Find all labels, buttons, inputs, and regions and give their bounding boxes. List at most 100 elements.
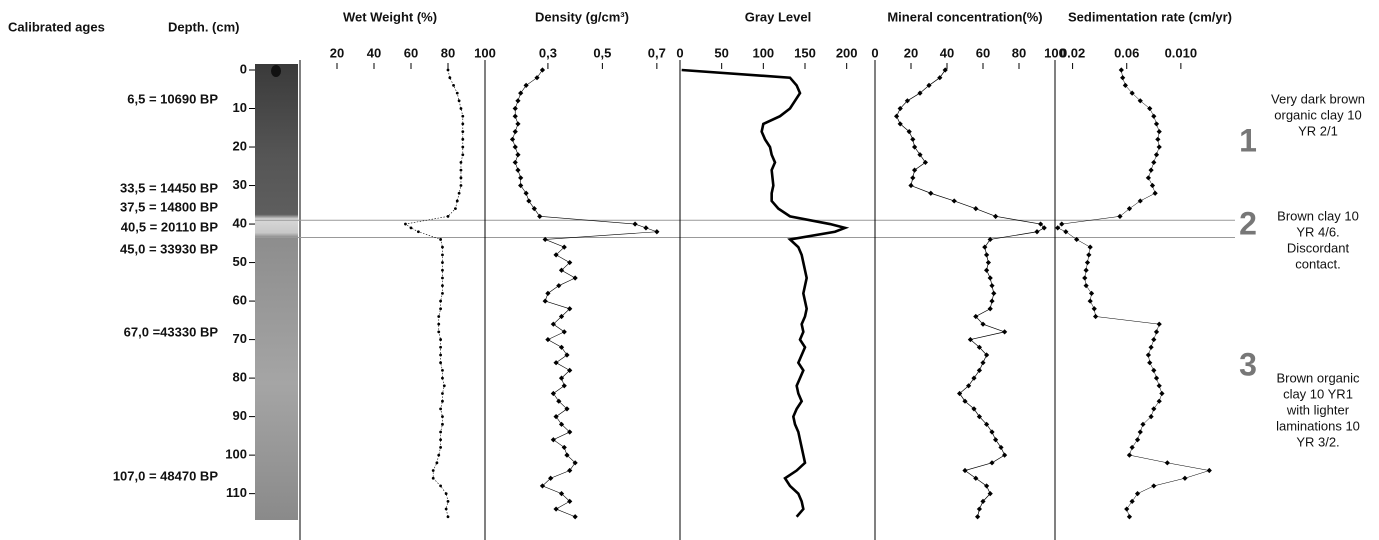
- data-point: [1082, 275, 1088, 281]
- data-point: [1156, 129, 1162, 135]
- data-point: [1153, 375, 1160, 381]
- data-point: [545, 336, 551, 343]
- data-point: [441, 284, 444, 288]
- data-point: [441, 253, 444, 257]
- data-point: [1137, 198, 1143, 204]
- data-point: [439, 430, 442, 434]
- data-point: [441, 392, 444, 395]
- data-point: [461, 137, 465, 141]
- data-point: [976, 506, 982, 512]
- data-point: [452, 84, 455, 87]
- x-tick-label: 100: [474, 45, 496, 60]
- data-point: [518, 182, 524, 189]
- data-point: [545, 290, 551, 296]
- x-tick-label: 60: [976, 45, 990, 60]
- x-tick-label: 0.010: [1165, 45, 1198, 60]
- data-point: [984, 352, 990, 358]
- unit-description: YR 3/2.: [1296, 434, 1339, 449]
- y-tick-label: 50: [233, 254, 247, 269]
- x-tick-label: 150: [794, 45, 816, 60]
- panel-title: Density (g/cm³): [535, 9, 629, 24]
- data-point: [1124, 506, 1130, 512]
- data-point: [1129, 90, 1135, 96]
- data-point: [539, 483, 546, 489]
- data-point: [437, 453, 441, 457]
- data-point: [439, 299, 442, 303]
- data-line: [1057, 69, 1210, 517]
- ages-title: Calibrated ages: [8, 19, 105, 34]
- data-point: [982, 244, 988, 250]
- data-point: [567, 259, 573, 266]
- data-point: [1084, 259, 1091, 266]
- data-point: [439, 353, 442, 357]
- data-point: [989, 429, 995, 435]
- y-tick-label: 70: [233, 331, 247, 346]
- data-point: [1083, 283, 1089, 289]
- data-point: [534, 75, 540, 81]
- data-point: [971, 375, 977, 381]
- x-tick-label: 80: [1012, 45, 1026, 60]
- data-point: [567, 429, 573, 435]
- data-point: [1156, 144, 1162, 150]
- data-point: [1086, 252, 1092, 258]
- data-point: [1002, 452, 1008, 458]
- data-point: [459, 161, 463, 164]
- data-line: [681, 68, 850, 518]
- core-image: [255, 64, 298, 520]
- data-point: [558, 313, 565, 320]
- data-point: [572, 460, 578, 466]
- data-point: [523, 190, 529, 196]
- data-point: [1118, 67, 1124, 73]
- data-point: [1041, 225, 1047, 231]
- data-point: [1147, 105, 1153, 112]
- data-point: [550, 390, 556, 397]
- data-point: [976, 414, 982, 420]
- data-point: [1087, 244, 1093, 250]
- data-point: [928, 190, 934, 196]
- data-point: [550, 321, 556, 327]
- data-point: [518, 175, 524, 181]
- data-point: [906, 129, 912, 135]
- data-point: [539, 67, 546, 73]
- data-point: [985, 259, 991, 266]
- data-point: [553, 360, 559, 366]
- data-point: [980, 321, 986, 327]
- y-tick-label: 30: [233, 177, 247, 192]
- data-point: [1155, 136, 1161, 142]
- data-point: [564, 352, 570, 358]
- data-point: [1145, 352, 1151, 358]
- data-point: [654, 229, 660, 235]
- unit-number: 2: [1239, 205, 1257, 241]
- data-point: [894, 113, 900, 119]
- data-point: [984, 421, 990, 427]
- data-point: [561, 329, 567, 335]
- data-point: [437, 315, 441, 318]
- data-point: [1059, 221, 1065, 227]
- data-point: [542, 298, 548, 304]
- data-point: [912, 167, 918, 173]
- data-point: [1151, 483, 1157, 489]
- data-point: [1122, 82, 1128, 89]
- data-point: [446, 68, 450, 72]
- data-point: [454, 207, 457, 211]
- data-point: [441, 291, 444, 295]
- data-point: [989, 460, 995, 466]
- x-tick-label: 80: [441, 45, 455, 60]
- unit-description: Discordant: [1287, 240, 1350, 255]
- y-tick-label: 100: [225, 447, 247, 462]
- data-point: [441, 376, 444, 380]
- data-point: [1126, 452, 1133, 458]
- data-point: [515, 98, 521, 104]
- unit-description: contact.: [1295, 256, 1341, 271]
- data-point: [942, 67, 948, 73]
- data-point: [446, 499, 450, 503]
- data-point: [1149, 182, 1156, 189]
- data-point: [987, 306, 993, 312]
- data-point: [523, 82, 529, 89]
- age-label: 33,5 = 14450 BP: [120, 180, 218, 195]
- data-point: [1151, 113, 1157, 119]
- data-point: [409, 226, 413, 230]
- data-point: [441, 276, 444, 280]
- data-point: [459, 168, 463, 172]
- data-point: [558, 267, 565, 273]
